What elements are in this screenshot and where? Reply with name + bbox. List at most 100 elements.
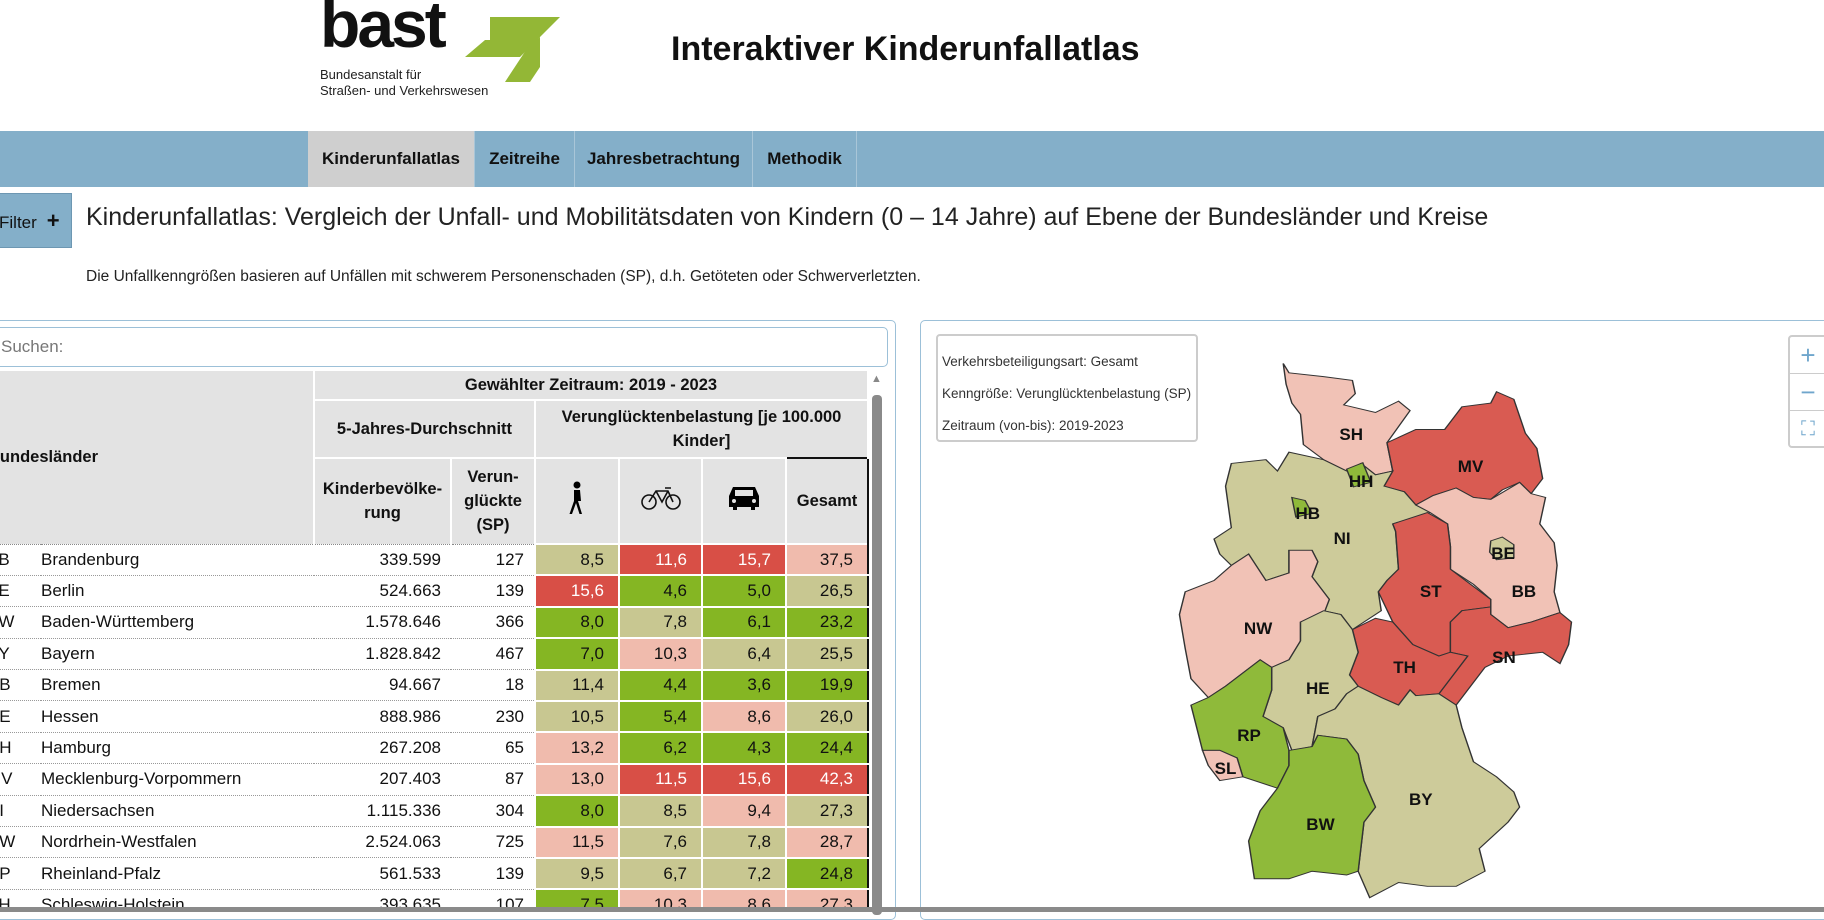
pedestrian-rate: 11,5 (534, 825, 620, 859)
page-subtext: Die Unfallkenngrößen basieren auf Unfäll… (86, 268, 921, 285)
child-population: 393.635 (314, 889, 451, 907)
state-abbr: MV (0, 763, 41, 796)
bast-logo: bast Bundesanstalt für Straßen- und Verke… (320, 0, 560, 104)
germany-map[interactable]: SH MV HH HB NI BE ST BB NW SN TH HE RP S… (920, 320, 1824, 912)
car-rate: 7,2 (701, 856, 787, 891)
filter-label: Filter (0, 213, 37, 232)
victims-count: 725 (451, 826, 535, 859)
column-header-total[interactable]: Gesamt (785, 457, 869, 545)
plus-icon: + (46, 208, 60, 233)
car-rate: 9,4 (701, 794, 787, 828)
table-row[interactable]: MVMecklenburg-Vorpommern207.4038713,011,… (0, 762, 869, 797)
state-name: Hamburg (41, 732, 314, 765)
map-label-by: BY (1409, 789, 1433, 809)
table-row[interactable]: NWNordrhein-Westfalen2.524.06372511,57,6… (0, 825, 869, 859)
column-header-car[interactable] (701, 457, 787, 545)
pedestrian-rate: 13,2 (534, 731, 620, 765)
fullscreen-icon[interactable]: ⛶ (1801, 418, 1815, 440)
map-label-sl: SL (1214, 759, 1237, 779)
state-name: Mecklenburg-Vorpommern (41, 763, 314, 796)
column-header-population[interactable]: Kinderbevölke-rung (313, 457, 452, 545)
pedestrian-rate: 10,5 (534, 699, 620, 734)
total-rate: 19,9 (785, 668, 869, 702)
tab-kinderunfallatlas[interactable]: Kinderunfallatlas (308, 131, 475, 187)
tab-jahresbetrachtung[interactable]: Jahresbetrachtung (575, 131, 753, 187)
avg-header: 5-Jahres-Durchschnitt (313, 399, 536, 459)
column-header-bicycle[interactable] (618, 457, 703, 545)
state-name: Rheinland-Pfalz (41, 857, 314, 890)
filter-button[interactable]: Filter + (0, 193, 72, 248)
bicycle-rate: 5,4 (618, 699, 703, 734)
column-header-victims[interactable]: Verun-glückte (SP) (450, 457, 536, 545)
state-be[interactable] (1488, 536, 1515, 561)
column-header-pedestrian[interactable] (534, 457, 620, 545)
state-bw[interactable] (1247, 734, 1377, 880)
state-name: Schleswig-Holstein (41, 889, 314, 907)
victims-count: 139 (451, 575, 535, 608)
child-population: 2.524.063 (314, 826, 451, 859)
logo-subtitle: Bundesanstalt für Straßen- und Verkehrswe… (320, 67, 489, 98)
pedestrian-rate: 7,0 (534, 637, 620, 671)
pedestrian-rate: 11,4 (534, 668, 620, 702)
column-header-bundeslaender[interactable]: Bundesländer⇕ (0, 369, 315, 545)
state-name: Niedersachsen (41, 795, 314, 828)
state-abbr: HB (0, 669, 41, 702)
state-name: Berlin (41, 575, 314, 608)
map-label-bw: BW (1306, 814, 1335, 834)
zoom-in-button[interactable]: + (1790, 337, 1824, 374)
car-rate: 8,6 (701, 699, 787, 734)
total-rate: 27,3 (785, 888, 869, 907)
car-rate: 6,4 (701, 637, 787, 671)
child-population: 888.986 (314, 700, 451, 733)
child-population: 561.533 (314, 857, 451, 890)
state-name: Nordrhein-Westfalen (41, 826, 314, 859)
scroll-up-icon[interactable]: ▲ (871, 373, 882, 385)
info-period: Zeitraum (von-bis): 2019-2023 (942, 418, 1124, 433)
pedestrian-rate: 9,5 (534, 856, 620, 891)
child-population: 339.599 (314, 544, 451, 576)
bicycle-rate: 7,8 (618, 605, 703, 640)
tab-zeitreihe[interactable]: Zeitreihe (475, 131, 575, 187)
child-population: 1.115.336 (314, 795, 451, 828)
state-name: Brandenburg (41, 544, 314, 576)
tab-methodik[interactable]: Methodik (753, 131, 857, 187)
map-label-rp: RP (1237, 725, 1261, 745)
state-hh[interactable] (1345, 461, 1372, 488)
table-row[interactable]: SHSchleswig-Holstein393.6351077,510,38,6… (0, 888, 869, 907)
state-abbr: HE (0, 700, 41, 733)
state-hb[interactable] (1290, 496, 1313, 518)
victims-count: 18 (451, 669, 535, 702)
table-row[interactable]: BWBaden-Württemberg1.578.6463668,07,86,1… (0, 605, 869, 640)
search-input[interactable]: Suchen: (0, 327, 888, 367)
map-label-he: HE (1305, 679, 1330, 699)
car-rate: 15,6 (701, 762, 787, 797)
car-rate: 5,0 (701, 574, 787, 608)
state-abbr: NW (0, 826, 41, 859)
total-rate: 37,5 (785, 542, 869, 577)
app-title: Interaktiver Kinderunfallatlas (671, 30, 1140, 68)
scroll-thumb[interactable] (872, 395, 882, 915)
bicycle-rate: 4,6 (618, 574, 703, 608)
car-rate: 7,8 (701, 825, 787, 859)
total-rate: 24,4 (785, 731, 869, 765)
total-rate: 42,3 (785, 762, 869, 797)
horizontal-scrollbar[interactable] (0, 907, 1824, 912)
map-label-mv: MV (1457, 457, 1484, 477)
bicycle-rate: 8,5 (618, 794, 703, 828)
zoom-out-button[interactable]: − (1790, 374, 1824, 411)
table-scrollbar[interactable]: ▲ (870, 369, 884, 915)
state-name: Hessen (41, 700, 314, 733)
info-metric: Kenngröße: Verunglücktenbelastung (SP) (942, 386, 1192, 401)
total-rate: 27,3 (785, 794, 869, 828)
victims-count: 87 (451, 763, 535, 796)
state-sl[interactable] (1201, 749, 1244, 782)
child-population: 1.578.646 (314, 606, 451, 639)
